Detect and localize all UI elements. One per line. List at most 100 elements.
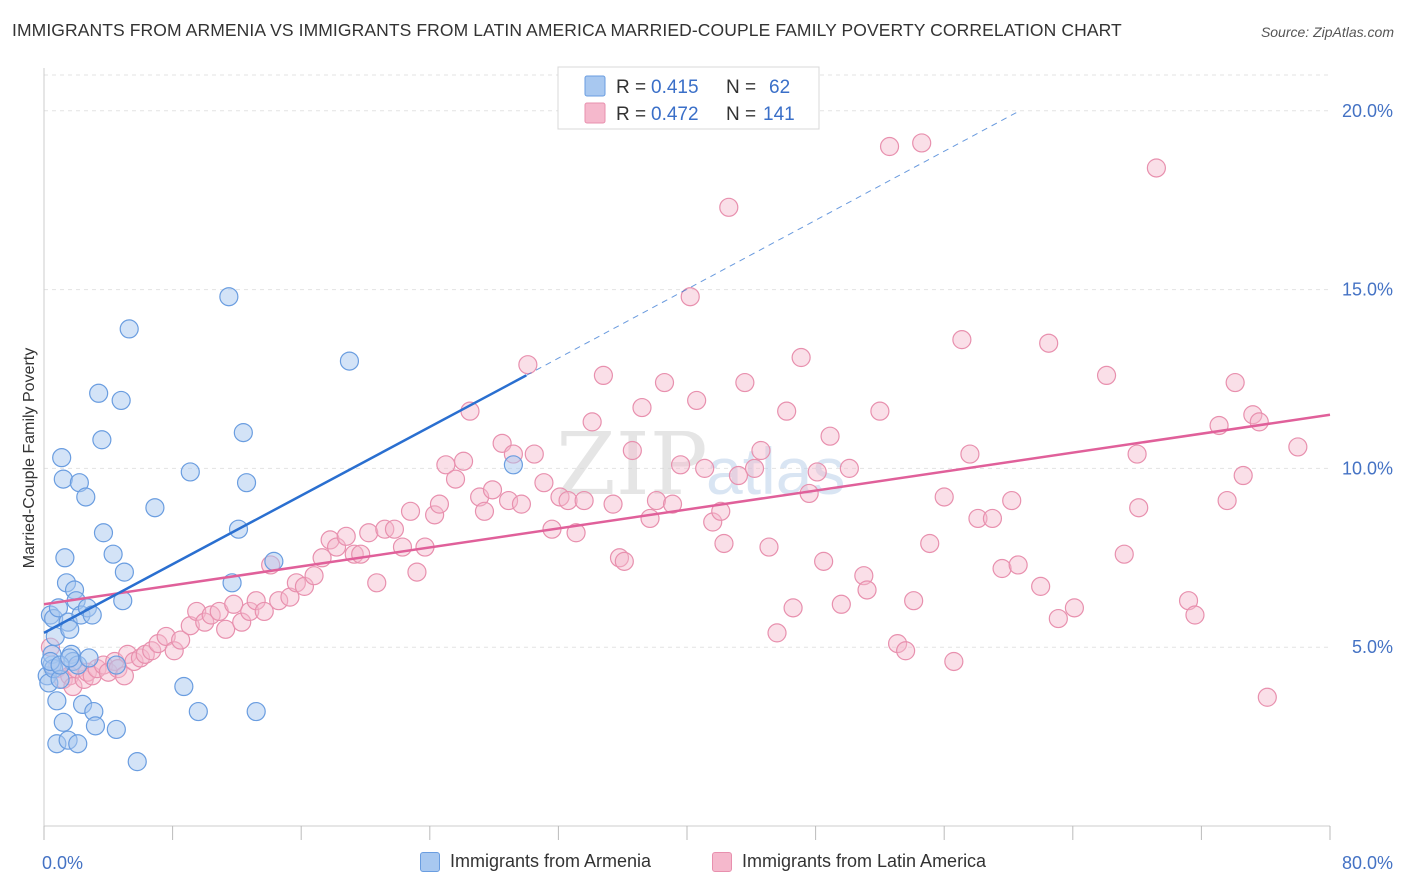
data-point-latin-america [445,469,466,489]
legend-n-label: N = [726,77,756,98]
legend-swatch-armenia [420,851,440,872]
data-point-latin-america [187,601,207,622]
data-point-latin-america [1146,158,1166,178]
trend-lines [43,110,1331,634]
data-point-armenia [60,648,80,668]
data-point-armenia [246,701,266,722]
data-point-latin-america [1129,498,1149,518]
data-point-latin-america [320,530,340,550]
data-point-latin-america [711,501,731,521]
data-point-latin-america [695,458,715,478]
trend-line-armenia [43,374,527,634]
axes: 5.0% 10.0% 15.0% 20.0% 0.0% 80.0% [42,68,1393,873]
data-point-armenia [339,351,360,371]
watermark-zip: ZIP [556,415,708,515]
data-point-latin-america [1096,365,1117,385]
data-point-armenia [53,712,73,732]
data-point-latin-america [1288,437,1308,457]
data-point-latin-america [791,347,811,368]
data-point-latin-america [164,641,184,661]
data-point-latin-america [195,612,215,632]
data-point-latin-america [831,594,851,614]
data-point-latin-america [1178,591,1199,611]
data-point-latin-america [1008,555,1028,575]
legend-r-value: 0.472 [651,104,699,125]
data-point-latin-america [714,533,734,554]
data-point-latin-america [887,634,908,654]
data-point-latin-america [640,508,660,529]
data-point-latin-america [224,594,244,614]
data-point-armenia [92,430,112,450]
data-point-latin-america [148,634,168,654]
data-point-armenia [68,734,88,754]
data-point-latin-america [351,544,371,564]
data-point-latin-america [767,623,787,643]
data-point-latin-america [751,440,771,461]
data-point-armenia [82,605,102,625]
data-point-latin-america [622,440,642,461]
stats-legend: R = 0.415 N = 62 R = 0.472 N = 141 [557,66,820,130]
data-point-latin-america [1127,444,1147,464]
data-point-armenia [93,523,114,543]
data-point-latin-america [735,372,755,393]
data-point-latin-america [968,508,988,529]
data-point-latin-america [294,576,315,596]
series-armenia-points [37,287,523,772]
data-point-latin-america [453,451,474,471]
data-point-latin-america [400,501,421,521]
data-point-latin-america [912,133,932,153]
data-point-latin-america [839,458,859,478]
y-tick-label: 5.0% [1352,637,1393,657]
legend-n-value: 62 [769,77,790,98]
data-point-latin-america [232,612,252,632]
source-credit: Source: ZipAtlas.com [1260,24,1394,40]
data-point-latin-america [1048,608,1068,629]
legend-item-latin-america: Immigrants from Latin America [712,851,986,872]
data-point-armenia [111,390,131,411]
legend-r-label: R = [616,104,646,125]
data-point-latin-america [944,651,964,672]
data-point-latin-america [904,591,924,611]
data-point-latin-america [407,562,427,582]
data-point-latin-america [654,372,675,393]
data-point-armenia [145,498,165,518]
data-point-latin-america [960,444,980,464]
data-point-armenia [503,455,523,475]
data-point-armenia [85,716,106,736]
legend-n-value: 141 [763,104,795,125]
data-point-armenia [106,655,126,675]
data-point-latin-america [662,494,683,514]
data-point-latin-america [896,641,916,661]
data-point-latin-america [687,390,707,411]
legend-r-label: R = [616,77,646,98]
legend-swatch-latin-america [584,102,606,124]
data-point-latin-america [1257,687,1277,707]
data-point-armenia [119,319,139,339]
data-point-latin-america [429,494,450,514]
data-point-latin-america [783,598,803,618]
data-point-latin-america [171,630,191,650]
legend-label-latin-america: Immigrants from Latin America [742,851,987,871]
legend-swatch-armenia [584,75,606,97]
data-point-armenia [233,423,253,443]
data-point-armenia [188,701,208,722]
data-point-latin-america [482,480,503,500]
data-point-latin-america [814,551,834,571]
data-point-latin-america [474,501,495,521]
data-point-latin-america [518,355,538,375]
data-point-latin-america [558,490,578,511]
data-point-latin-america [1064,598,1085,618]
data-point-armenia [89,383,109,403]
data-point-latin-america [982,508,1003,529]
data-point-latin-america [511,494,532,514]
data-point-latin-america [524,444,544,464]
chart-title: IMMIGRANTS FROM ARMENIA VS IMMIGRANTS FR… [12,20,1122,40]
data-point-latin-america [1002,490,1022,511]
data-point-latin-america [759,537,779,557]
data-point-latin-america [614,551,634,571]
data-point-latin-america [820,426,840,446]
legend-label-armenia: Immigrants from Armenia [450,851,652,871]
y-tick-label: 10.0% [1342,458,1393,478]
data-point-latin-america [603,494,623,514]
